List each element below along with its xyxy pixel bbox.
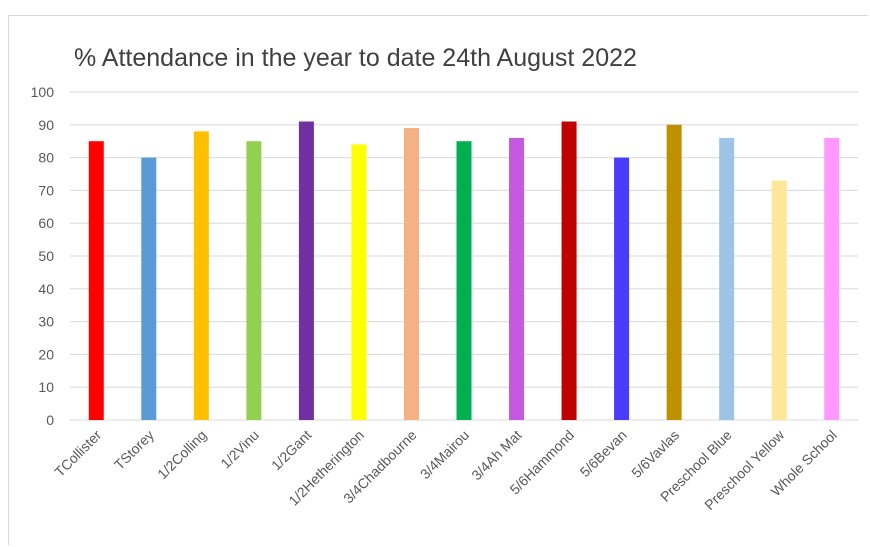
bar <box>456 141 472 420</box>
x-tick-label: 3/4Mairou <box>417 427 472 482</box>
bar <box>614 157 630 420</box>
y-tick-label: 20 <box>38 346 54 362</box>
bar <box>298 121 314 421</box>
x-tick-label: 1/2Colling <box>154 427 209 482</box>
bar <box>509 137 525 421</box>
bars <box>88 121 840 421</box>
x-tick-label: TCollister <box>51 427 104 480</box>
bar <box>824 137 840 421</box>
y-tick-label: 60 <box>38 215 54 231</box>
x-tick-label: 5/6Bevan <box>577 427 630 480</box>
y-axis-ticks: 0 10 20 30 40 50 60 70 80 90 100 <box>31 84 55 428</box>
bar <box>351 144 367 421</box>
x-tick-label: 1/2Vinu <box>217 427 262 472</box>
x-tick-label: 3/4Ah Mat <box>468 427 525 484</box>
bar <box>561 121 577 421</box>
y-tick-label: 80 <box>38 150 54 166</box>
bar <box>141 157 157 420</box>
bar <box>88 141 104 420</box>
y-tick-label: 50 <box>38 248 54 264</box>
y-tick-label: 0 <box>46 412 54 428</box>
bar <box>246 141 262 420</box>
x-tick-label: TStorey <box>111 427 157 473</box>
y-tick-label: 30 <box>38 314 54 330</box>
bar <box>719 137 735 421</box>
x-tick-label: 1/2Gant <box>268 427 315 474</box>
x-tick-label: 5/6Vavlas <box>628 427 682 481</box>
chart-title: % Attendance in the year to date 24th Au… <box>74 44 637 72</box>
chart-frame <box>8 15 868 545</box>
bar <box>666 124 682 421</box>
bar <box>403 128 419 420</box>
bar <box>193 131 209 421</box>
y-tick-label: 70 <box>38 182 54 198</box>
y-tick-label: 90 <box>38 117 54 133</box>
y-tick-label: 100 <box>31 84 55 100</box>
y-tick-label: 10 <box>38 379 54 395</box>
y-tick-label: 40 <box>38 281 54 297</box>
bar <box>771 180 787 420</box>
